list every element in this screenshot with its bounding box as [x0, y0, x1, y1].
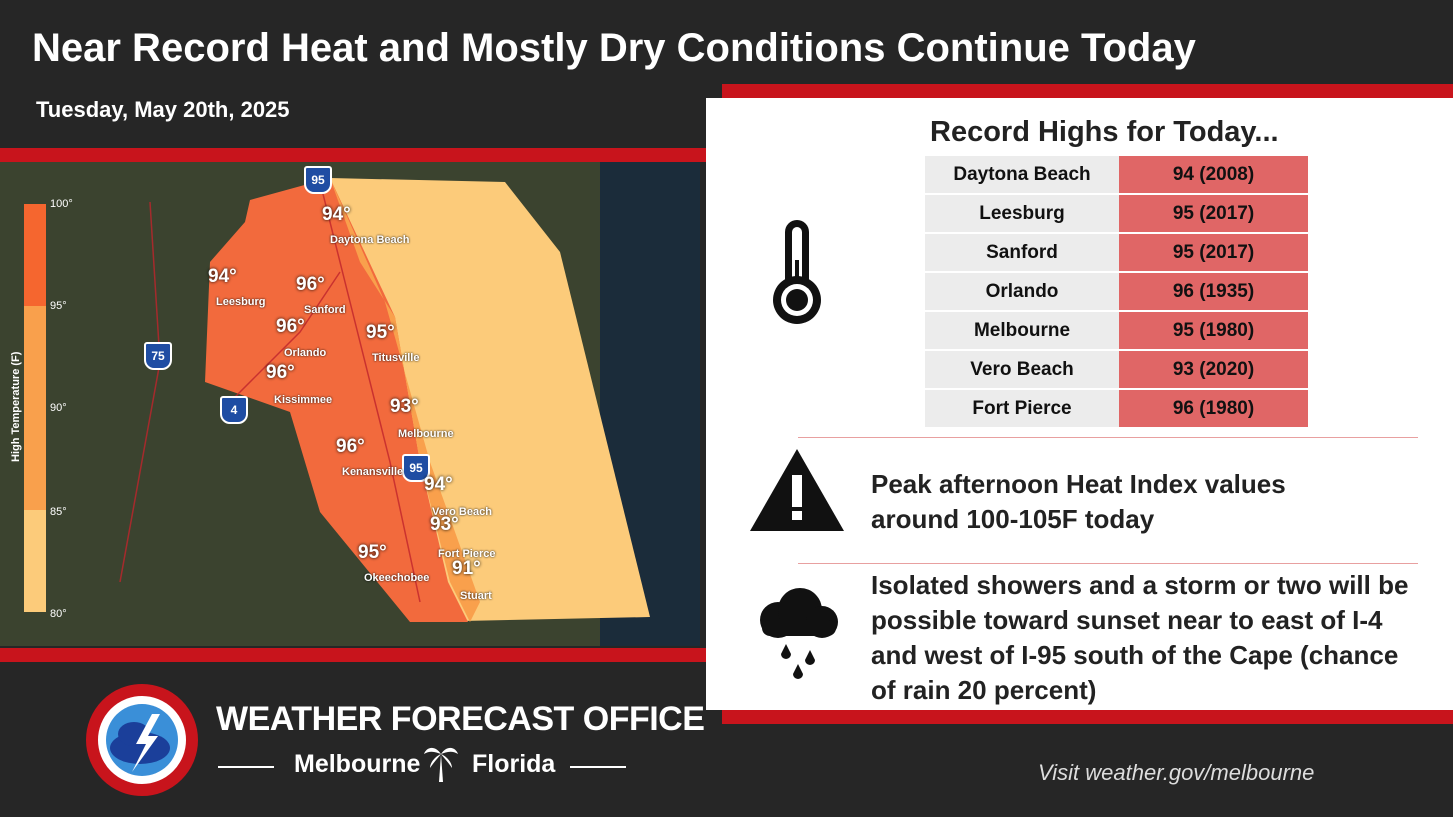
- record-city: Orlando: [925, 272, 1119, 312]
- palm-tree-icon: [424, 747, 458, 782]
- titusville-label: Titusville: [372, 352, 420, 364]
- leesburg-temp: 94°: [208, 266, 237, 287]
- orlando-label: Orlando: [284, 347, 327, 359]
- fort-pierce-label: Fort Pierce: [438, 548, 496, 560]
- forecast-date: Tuesday, May 20th, 2025: [36, 97, 290, 122]
- orlando-temp: 96°: [276, 316, 305, 337]
- legend-tick-90: 90°: [50, 402, 67, 414]
- map-graphic: [0, 162, 700, 646]
- nws-logo-icon: [86, 684, 198, 796]
- heat-index-message: Peak afternoon Heat Index values around …: [871, 469, 1286, 534]
- interstate-4-shield: 4: [220, 396, 248, 424]
- record-row: Fort Pierce 96 (1980): [925, 389, 1308, 429]
- rain-message: Isolated showers and a storm or two will…: [871, 570, 1409, 705]
- okeechobee-temp: 95°: [358, 542, 387, 563]
- daytona-label: Daytona Beach: [330, 234, 410, 246]
- record-city: Leesburg: [925, 194, 1119, 234]
- legend-title: High Temperature (F): [10, 351, 22, 462]
- interstate-95-shield: 95: [304, 166, 332, 194]
- kenansville-label: Kenansville: [342, 466, 404, 478]
- record-highs-table: Daytona Beach 94 (2008) Leesburg 95 (2017) S…: [925, 156, 1308, 429]
- leesburg-label: Leesburg: [216, 296, 266, 308]
- stuart-label: Stuart: [460, 590, 492, 602]
- record-highs-title: Record Highs for Today...: [930, 116, 1279, 148]
- record-row: Vero Beach 93 (2020): [925, 350, 1308, 390]
- okeechobee-label: Okeechobee: [364, 572, 430, 584]
- record-row: Leesburg 95 (2017): [925, 194, 1308, 234]
- panel-top-bar: [722, 84, 1453, 98]
- kenansville-temp: 96°: [336, 436, 365, 457]
- daytona-temp: 94°: [322, 204, 351, 225]
- thermometer-icon: [773, 220, 821, 324]
- sanford-label: Sanford: [304, 304, 346, 316]
- record-value: 93 (2020): [1119, 350, 1308, 390]
- legend-tick-80: 80°: [50, 608, 67, 620]
- rain-cloud-icon: [760, 588, 838, 679]
- record-city: Melbourne: [925, 311, 1119, 351]
- footer-line-left: [218, 766, 274, 768]
- titusville-temp: 95°: [366, 322, 395, 343]
- legend-tick-100: 100°: [50, 198, 73, 210]
- record-row: Sanford 95 (2017): [925, 233, 1308, 273]
- office-state: Florida: [472, 750, 556, 778]
- vero-beach-temp: 94°: [424, 474, 453, 495]
- record-row: Melbourne 95 (1980): [925, 311, 1308, 351]
- record-value: 96 (1935): [1119, 272, 1308, 312]
- footer-line-right: [570, 766, 626, 768]
- record-city: Vero Beach: [925, 350, 1119, 390]
- divider-1: [798, 437, 1418, 438]
- record-value: 95 (1980): [1119, 311, 1308, 351]
- record-city: Fort Pierce: [925, 389, 1119, 429]
- record-city: Daytona Beach: [925, 156, 1119, 195]
- sanford-temp: 96°: [296, 274, 325, 295]
- record-value: 94 (2008): [1119, 156, 1308, 195]
- kissimmee-temp: 96°: [266, 362, 295, 383]
- record-row: Orlando 96 (1935): [925, 272, 1308, 312]
- warning-icon: [750, 449, 844, 531]
- temperature-legend-bar: [24, 204, 46, 612]
- record-value: 95 (2017): [1119, 194, 1308, 234]
- website-link[interactable]: Visit weather.gov/melbourne: [1038, 760, 1315, 785]
- kissimmee-label: Kissimmee: [274, 394, 333, 406]
- record-value: 95 (2017): [1119, 233, 1308, 273]
- record-city: Sanford: [925, 233, 1119, 273]
- page-title: Near Record Heat and Mostly Dry Conditio…: [32, 26, 1196, 70]
- fort-pierce-temp: 93°: [430, 514, 459, 535]
- divider-2: [798, 563, 1418, 564]
- melbourne-temp: 93°: [390, 396, 419, 417]
- bottom-red-bar: [0, 648, 706, 662]
- record-row: Daytona Beach 94 (2008): [925, 156, 1308, 195]
- record-value: 96 (1980): [1119, 389, 1308, 429]
- interstate-95-south-shield: 95: [402, 454, 430, 482]
- legend-tick-85: 85°: [50, 506, 67, 518]
- office-name: WEATHER FORECAST OFFICE: [216, 700, 705, 738]
- panel-bottom-bar: [722, 710, 1453, 724]
- top-red-bar: [0, 148, 706, 162]
- office-city: Melbourne: [294, 750, 421, 778]
- vero-beach-label: Vero Beach: [432, 506, 492, 518]
- interstate-75-shield: 75: [144, 342, 172, 370]
- melbourne-label: Melbourne: [398, 428, 454, 440]
- temperature-map: High Temperature (F) 100° 95° 90° 85° 80…: [0, 162, 700, 646]
- legend-tick-95: 95°: [50, 300, 67, 312]
- stuart-temp: 91°: [452, 558, 481, 579]
